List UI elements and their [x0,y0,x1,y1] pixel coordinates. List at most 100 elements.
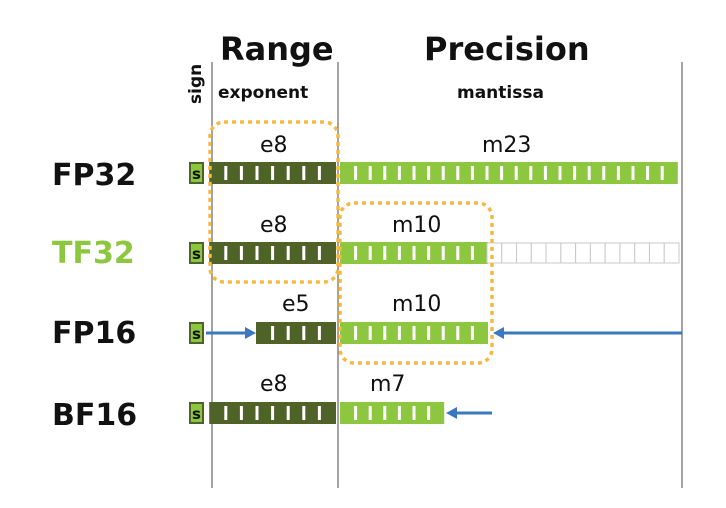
mantissa-bits-fp32-bit-divider [602,166,606,180]
mantissa-bits-fp32-bit-divider [514,166,518,180]
exponent-bits-tf32-bit-divider [255,246,259,260]
fp16-mantissa-arrow-head [493,327,504,339]
mantissa-bits-fp32-frame [340,162,678,184]
mantissa-bits-fp32-bit-divider [587,166,591,180]
mantissa-bits-fp32-bit-divider [558,166,562,180]
exponent-bits-fp16-frame [256,322,336,344]
sign-bit-text-bf16: s [192,405,201,423]
unused-bit [604,242,621,264]
exponent-bits-tf32-bit-divider [302,246,306,260]
mantissa-bits-fp16-bit-divider [412,326,416,340]
mantissa-bits-fp32-bit-divider [616,166,620,180]
unused-bit [589,242,606,264]
mantissa-bits-bf16-bit-divider [397,406,401,420]
exponent-bits-tf32-bit-divider [271,246,275,260]
exponent-bits-bf16-bit-divider [224,406,228,420]
exp-label-bf16: e8 [260,372,288,397]
exponent-bits-tf32 [209,242,336,264]
exponent-bits-tf32-bit-divider [239,246,243,260]
exponent-bits-bf16-bit-divider [317,406,321,420]
exponent-bits-fp32-bit-divider [255,166,259,180]
mantissa-bits-tf32 [340,242,488,264]
exponent-bits-fp16-bit-divider [302,326,306,340]
unused-bit [560,242,577,264]
exponent-bits-bf16 [209,402,336,424]
unused-bit [648,242,665,264]
range-highlight-box [208,120,340,284]
range-header: Range [220,30,334,68]
mantissa-bits-fp32-bit-divider [427,166,431,180]
exponent-bits-fp16 [256,322,336,344]
precision-header: Precision [424,30,590,68]
mantissa-bits-fp32-bit-divider [383,166,387,180]
unused-bit [530,242,547,264]
mantissa-bits-fp16-bit-divider [470,326,474,340]
mantissa-bits-fp32-bit-divider [543,166,547,180]
unused-bit [663,242,680,264]
mantissa-bits-bf16-frame [340,402,445,424]
unused-bit [575,242,591,264]
exponent-header: exponent [218,83,309,103]
mantissa-bits-bf16-bit-divider [427,406,431,420]
row-label-tf32: TF32 [52,236,135,271]
exponent-bits-tf32-bit-divider [224,246,228,260]
mantissa-bits-fp16-bit-divider [427,326,431,340]
exponent-bits-fp32-bit-divider [286,166,290,180]
mantissa-bits-fp32-bit-divider [631,166,635,180]
mantissa-bits-fp16-bit-divider [383,326,387,340]
precision-highlight-box [338,201,494,365]
mantissa-bits-tf32-bit-divider [441,246,445,260]
sign-bit-text-fp32: s [192,165,201,183]
fp16-exponent-arrow-head [245,327,256,339]
exponent-bits-tf32-bit-divider [317,246,321,260]
mantissa-bits-bf16-bit-divider [354,406,358,420]
sign-bit-bf16 [189,402,204,424]
unused-bit [516,242,532,264]
mantissa-bits-fp32-bit-divider [354,166,358,180]
mantissa-bits-tf32-bit-divider [412,246,416,260]
mantissa-bits-bf16-bit-divider [412,406,416,420]
mantissa-bits-fp32-bit-divider [397,166,401,180]
exponent-bits-fp32-bit-divider [317,166,321,180]
mantissa-bits-fp16-bit-divider [368,326,372,340]
exponent-bits-fp32-bit-divider [239,166,243,180]
sign-bit-tf32 [189,242,204,264]
exponent-bits-fp16-bit-divider [271,326,275,340]
unused-bit [486,242,503,264]
mantissa-bits-fp32-bit-divider [646,166,650,180]
mantissa-bits-fp32 [340,162,678,184]
exponent-bits-bf16-bit-divider [302,406,306,420]
mantissa-bits-fp32-bit-divider [573,166,577,180]
unused-bit [619,242,636,264]
exponent-bits-fp32-bit-divider [224,166,228,180]
mantissa-bits-fp32-bit-divider [456,166,460,180]
row-label-fp16: FP16 [52,316,137,351]
exponent-bits-fp16-bit-divider [317,326,321,340]
mantissa-bits-bf16-bit-divider [383,406,387,420]
mantissa-bits-tf32-bit-divider [368,246,372,260]
mantissa-bits-tf32-bit-divider [456,246,460,260]
row-label-bf16: BF16 [52,398,138,433]
exponent-bits-bf16-bit-divider [239,406,243,420]
unused-bits-tf32 [486,242,680,264]
man-label-fp32: m23 [482,133,532,158]
exponent-bits-tf32-bit-divider [286,246,290,260]
man-label-fp16: m10 [392,292,442,317]
mantissa-bits-tf32-bit-divider [397,246,401,260]
mantissa-bits-fp16-bit-divider [456,326,460,340]
exponent-bits-fp32 [209,162,336,184]
mantissa-bits-fp32-bit-divider [412,166,416,180]
mantissa-bits-fp16-bit-divider [354,326,358,340]
exp-label-fp16: e5 [282,292,310,317]
exponent-bits-fp32-bit-divider [271,166,275,180]
mantissa-bits-tf32-bit-divider [383,246,387,260]
mantissa-bits-fp32-bit-divider [485,166,489,180]
mantissa-bits-fp32-bit-divider [660,166,664,180]
exp-label-fp32: e8 [260,133,288,158]
sign-bit-text-tf32: s [192,245,201,263]
exponent-bits-fp32-bit-divider [302,166,306,180]
exponent-bits-bf16-bit-divider [286,406,290,420]
mantissa-bits-fp16-bit-divider [441,326,445,340]
